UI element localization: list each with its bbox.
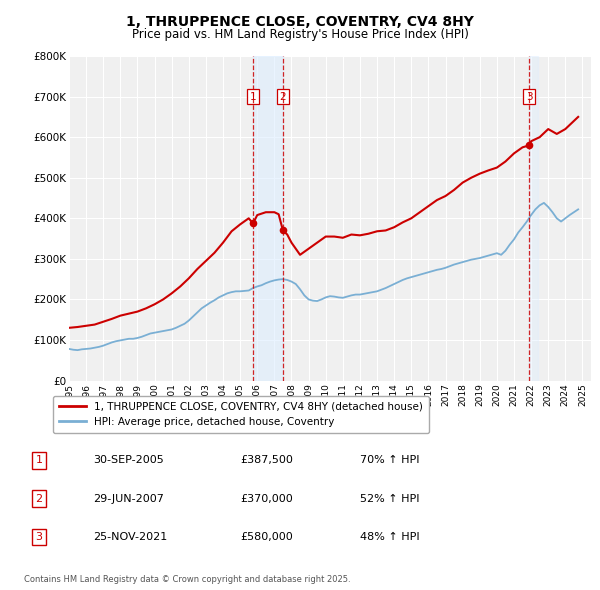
Bar [253,56,283,381]
Text: 29-JUN-2007: 29-JUN-2007 [93,494,164,503]
Legend: 1, THRUPPENCE CLOSE, COVENTRY, CV4 8HY (detached house), HPI: Average price, det: 1, THRUPPENCE CLOSE, COVENTRY, CV4 8HY (… [53,396,429,433]
Text: 3: 3 [35,532,43,542]
Text: 2: 2 [35,494,43,503]
Text: 3: 3 [526,91,533,101]
Text: 2: 2 [280,91,286,101]
Text: 1: 1 [250,91,256,101]
Text: £387,500: £387,500 [240,455,293,465]
Text: £580,000: £580,000 [240,532,293,542]
Text: 1: 1 [35,455,43,465]
Text: Contains HM Land Registry data © Crown copyright and database right 2025.: Contains HM Land Registry data © Crown c… [24,575,350,584]
Text: £370,000: £370,000 [240,494,293,503]
Text: 52% ↑ HPI: 52% ↑ HPI [360,494,419,503]
Text: 48% ↑ HPI: 48% ↑ HPI [360,532,419,542]
Text: Price paid vs. HM Land Registry's House Price Index (HPI): Price paid vs. HM Land Registry's House … [131,28,469,41]
Text: 1, THRUPPENCE CLOSE, COVENTRY, CV4 8HY: 1, THRUPPENCE CLOSE, COVENTRY, CV4 8HY [126,15,474,29]
Text: 70% ↑ HPI: 70% ↑ HPI [360,455,419,465]
Bar [529,56,538,381]
Text: 30-SEP-2005: 30-SEP-2005 [93,455,164,465]
Text: 25-NOV-2021: 25-NOV-2021 [93,532,167,542]
